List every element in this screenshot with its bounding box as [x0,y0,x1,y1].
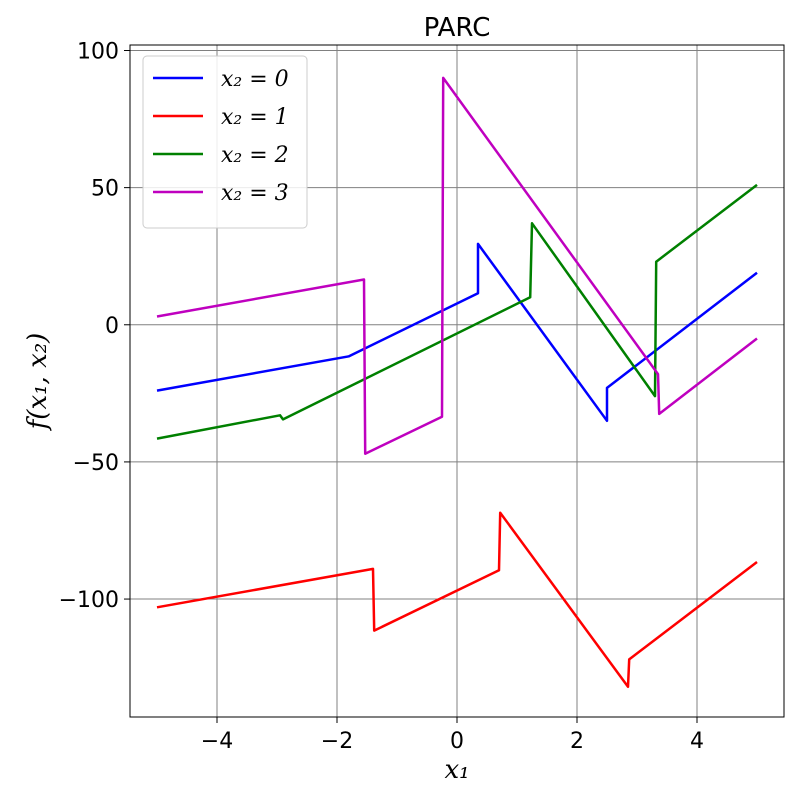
y-tick-label: −50 [73,451,119,476]
series-line-1 [156,511,758,689]
series-line-0 [156,242,758,423]
legend-label: x₂ = 1 [221,105,289,130]
series-lines [156,76,758,689]
series-line-3 [156,76,758,455]
series-line-2 [156,183,758,440]
ticks: −4 −2 0 2 4 −100 −50 0 50 100 [59,39,704,754]
y-tick-label: −100 [59,588,119,613]
x-tick-label: 2 [570,729,584,754]
legend-label: x₂ = 3 [221,181,289,206]
y-axis-label: f(x₁, x₂) [23,333,53,432]
x-tick-label: 0 [450,729,464,754]
y-tick-label: 0 [105,314,119,339]
legend-box [142,55,308,229]
x-axis-label: x₁ [444,755,469,785]
legend-label: x₂ = 2 [221,143,289,168]
legend: x₂ = 0 x₂ = 1 x₂ = 2 x₂ = 3 [142,55,308,229]
x-tick-label: −2 [321,729,353,754]
legend-label: x₂ = 0 [221,67,289,92]
y-tick-label: 100 [77,39,119,64]
chart-title: PARC [424,13,491,43]
x-tick-label: 4 [690,729,704,754]
x-tick-label: −4 [201,729,233,754]
y-tick-label: 50 [91,177,119,202]
grid [130,45,784,717]
